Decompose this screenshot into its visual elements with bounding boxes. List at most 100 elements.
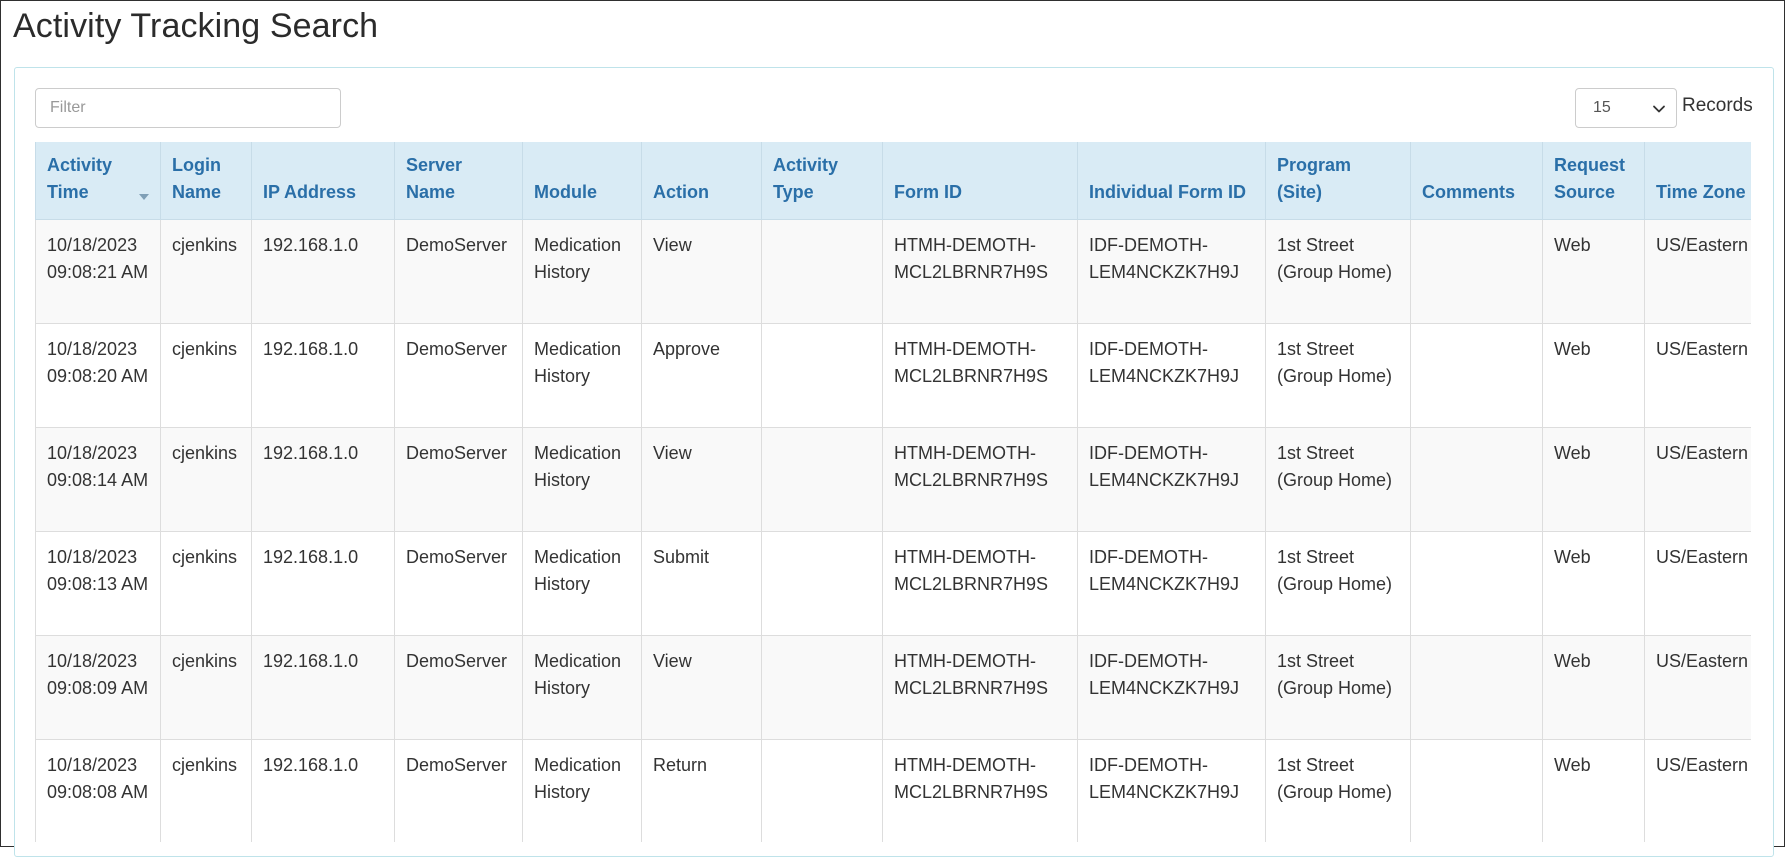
cell-activity-type [761, 323, 883, 428]
cell-ip-address: 192.168.1.0 [251, 739, 395, 842]
column-header-action[interactable]: Action [641, 142, 762, 220]
cell-request-source: Web [1542, 635, 1645, 740]
table-row[interactable]: 10/18/2023 09:08:21 AM cjenkins 192.168.1.… [35, 219, 1751, 324]
column-header-label: Time Zone [1656, 181, 1746, 202]
cell-module: Medication History [522, 427, 642, 532]
column-header-activity-type[interactable]: Activity Type [761, 142, 883, 220]
column-header-request-source[interactable]: Request Source [1542, 142, 1645, 220]
column-header-module[interactable]: Module [522, 142, 642, 220]
cell-ip-address: 192.168.1.0 [251, 219, 395, 324]
column-header-label: Request Source [1554, 154, 1626, 202]
cell-individual-form-id: IDF-DEMOTH-LEM4NCKZK7H9J [1077, 531, 1266, 636]
cell-request-source: Web [1542, 427, 1645, 532]
column-header-comments[interactable]: Comments [1410, 142, 1543, 220]
cell-form-id: HTMH-DEMOTH-MCL2LBRNR7H9S [882, 219, 1078, 324]
column-header-label: Program (Site) [1277, 154, 1352, 202]
column-header-label: Comments [1422, 181, 1516, 202]
records-per-page-select[interactable]: 15 [1575, 88, 1677, 128]
cell-ip-address: 192.168.1.0 [251, 531, 395, 636]
column-header-activity-time[interactable]: Activity Time [35, 142, 161, 220]
cell-activity-type [761, 635, 883, 740]
cell-action: Return [641, 739, 762, 842]
cell-program-site: 1st Street (Group Home) [1265, 635, 1411, 740]
column-header-label: Action [653, 181, 709, 202]
cell-module: Medication History [522, 531, 642, 636]
cell-server-name: DemoServer [394, 323, 523, 428]
cell-program-site: 1st Street (Group Home) [1265, 219, 1411, 324]
cell-time-zone: US/Eastern [1644, 427, 1751, 532]
cell-ip-address: 192.168.1.0 [251, 635, 395, 740]
records-per-page-value: 15 [1593, 99, 1611, 116]
cell-login-name: cjenkins [160, 739, 252, 842]
column-header-label: IP Address [263, 181, 357, 202]
records-label: Records [1682, 95, 1753, 116]
cell-program-site: 1st Street (Group Home) [1265, 323, 1411, 428]
table-body: 10/18/2023 09:08:21 AM cjenkins 192.168.1.… [35, 219, 1751, 842]
cell-login-name: cjenkins [160, 323, 252, 428]
cell-action: Approve [641, 323, 762, 428]
cell-time-zone: US/Eastern [1644, 219, 1751, 324]
cell-comments [1410, 635, 1543, 740]
cell-login-name: cjenkins [160, 531, 252, 636]
table-row[interactable]: 10/18/2023 09:08:09 AM cjenkins 192.168.1.… [35, 635, 1751, 740]
cell-comments [1410, 531, 1543, 636]
cell-activity-type [761, 219, 883, 324]
cell-login-name: cjenkins [160, 635, 252, 740]
cell-program-site: 1st Street (Group Home) [1265, 427, 1411, 532]
cell-activity-type [761, 739, 883, 842]
cell-program-site: 1st Street (Group Home) [1265, 739, 1411, 842]
cell-individual-form-id: IDF-DEMOTH-LEM4NCKZK7H9J [1077, 427, 1266, 532]
table-row[interactable]: 10/18/2023 09:08:08 AM cjenkins 192.168.1.… [35, 739, 1751, 842]
cell-activity-time: 10/18/2023 09:08:20 AM [35, 323, 161, 428]
cell-module: Medication History [522, 323, 642, 428]
column-header-program-site[interactable]: Program (Site) [1265, 142, 1411, 220]
cell-ip-address: 192.168.1.0 [251, 323, 395, 428]
cell-time-zone: US/Eastern [1644, 323, 1751, 428]
cell-request-source: Web [1542, 219, 1645, 324]
cell-time-zone: US/Eastern [1644, 531, 1751, 636]
table-header-row: Activity Time Login Name IP Address Server … [35, 142, 1751, 220]
table-row[interactable]: 10/18/2023 09:08:20 AM cjenkins 192.168.1.… [35, 323, 1751, 428]
cell-action: View [641, 427, 762, 532]
cell-activity-time: 10/18/2023 09:08:08 AM [35, 739, 161, 842]
cell-login-name: cjenkins [160, 427, 252, 532]
column-header-individual-form-id[interactable]: Individual Form ID [1077, 142, 1266, 220]
cell-module: Medication History [522, 635, 642, 740]
cell-activity-type [761, 531, 883, 636]
column-header-ip-address[interactable]: IP Address [251, 142, 395, 220]
cell-time-zone: US/Eastern [1644, 635, 1751, 740]
column-header-label: Form ID [894, 181, 963, 202]
cell-activity-time: 10/18/2023 09:08:09 AM [35, 635, 161, 740]
cell-form-id: HTMH-DEMOTH-MCL2LBRNR7H9S [882, 427, 1078, 532]
column-header-login-name[interactable]: Login Name [160, 142, 252, 220]
cell-server-name: DemoServer [394, 219, 523, 324]
column-header-label: Individual Form ID [1089, 181, 1247, 202]
table-row[interactable]: 10/18/2023 09:08:13 AM cjenkins 192.168.1.… [35, 531, 1751, 636]
column-header-time-zone[interactable]: Time Zone [1644, 142, 1751, 220]
cell-form-id: HTMH-DEMOTH-MCL2LBRNR7H9S [882, 531, 1078, 636]
column-header-label: Activity Time [47, 154, 113, 202]
cell-individual-form-id: IDF-DEMOTH-LEM4NCKZK7H9J [1077, 635, 1266, 740]
cell-form-id: HTMH-DEMOTH-MCL2LBRNR7H9S [882, 635, 1078, 740]
filter-input[interactable] [35, 88, 341, 128]
cell-login-name: cjenkins [160, 219, 252, 324]
cell-request-source: Web [1542, 323, 1645, 428]
column-header-label: Activity Type [773, 154, 839, 202]
column-header-label: Login Name [172, 154, 222, 202]
cell-server-name: DemoServer [394, 635, 523, 740]
column-header-form-id[interactable]: Form ID [882, 142, 1078, 220]
sort-descending-icon[interactable] [138, 193, 150, 201]
cell-program-site: 1st Street (Group Home) [1265, 531, 1411, 636]
column-header-label: Server Name [406, 154, 463, 202]
activity-table-container[interactable]: Activity Time Login Name IP Address Server … [35, 142, 1751, 842]
cell-activity-type [761, 427, 883, 532]
table-row[interactable]: 10/18/2023 09:08:14 AM cjenkins 192.168.1.… [35, 427, 1751, 532]
cell-activity-time: 10/18/2023 09:08:14 AM [35, 427, 161, 532]
column-header-server-name[interactable]: Server Name [394, 142, 523, 220]
cell-ip-address: 192.168.1.0 [251, 427, 395, 532]
cell-module: Medication History [522, 739, 642, 842]
cell-time-zone: US/Eastern [1644, 739, 1751, 842]
chevron-down-icon [1653, 105, 1665, 113]
column-header-label: Module [534, 181, 597, 202]
